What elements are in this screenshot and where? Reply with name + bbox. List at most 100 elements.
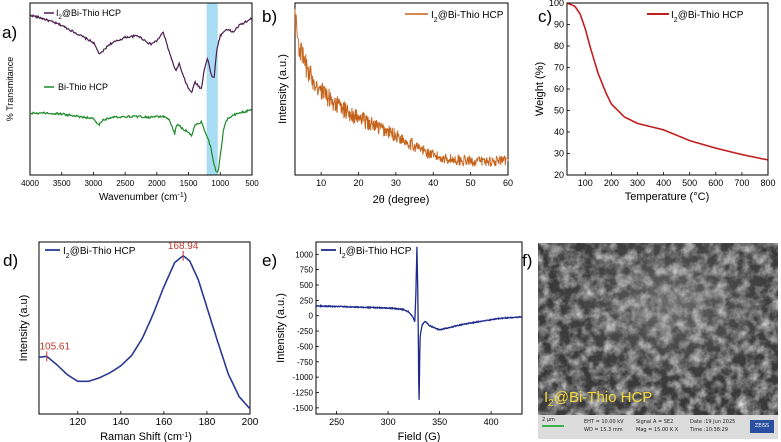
- legend-label-xrd: I2@Bi-Thio HCP: [431, 10, 504, 24]
- peak-label: 168.94: [168, 241, 199, 252]
- plot-frame-a: [29, 2, 253, 176]
- x-tick-label: 1500: [180, 179, 198, 188]
- y-tick-label: 40: [554, 127, 564, 137]
- panel-label-a: a): [2, 23, 17, 42]
- y-tick-label: -1500: [293, 404, 314, 413]
- x-tick-label: 1000: [211, 179, 229, 188]
- y-tick-label: -1250: [293, 389, 314, 398]
- y-axis-label-d: Intensity (a.u): [18, 295, 30, 362]
- y-axis-label-a: % Transmitance: [5, 57, 15, 122]
- x-ticks-d: 120 140 160 180 200: [69, 411, 259, 428]
- y-tick-label: 30: [554, 149, 564, 159]
- x-tick-label: 200: [242, 417, 259, 428]
- y-tick-label: 500: [300, 281, 314, 290]
- x-tick-label: 20: [354, 178, 364, 188]
- x-axis-label-b: 2θ (degree): [373, 194, 430, 206]
- x-tick-label: 180: [199, 417, 216, 428]
- peak-label: 105.61: [39, 341, 70, 352]
- mag-label: Mag = 15.00 K X: [636, 427, 679, 433]
- y-tick-label: 90: [554, 20, 564, 30]
- legend-label-raman: I2@Bi-Thio HCP: [63, 246, 136, 260]
- panel-label-b: b): [262, 7, 277, 26]
- plot-frame-c: [566, 2, 769, 176]
- x-axis-label-e: Field (G): [398, 431, 441, 442]
- y-tick-label: 60: [554, 84, 564, 94]
- x-tick-label: 100: [578, 178, 593, 188]
- x-tick-label: 350: [432, 417, 447, 427]
- y-tick-label: 20: [554, 170, 564, 180]
- scale-bar: [542, 425, 564, 427]
- x-tick-label: 4000: [21, 179, 39, 188]
- x-tick-label: 300: [381, 417, 396, 427]
- x-tick-label: 2000: [148, 179, 166, 188]
- highlight-band: [206, 3, 218, 175]
- y-tick-label: 1000: [295, 250, 313, 259]
- x-tick-label: 40: [428, 178, 438, 188]
- scale-label: 2 μm: [542, 417, 555, 423]
- x-ticks-b: 10 20 30 40 50 60: [316, 172, 513, 188]
- x-tick-label: 60: [503, 178, 513, 188]
- legend-label-iodine: I2@Bi-Thio HCP: [56, 8, 121, 21]
- panel-label-c: c): [538, 7, 552, 26]
- x-tick-label: 500: [682, 178, 697, 188]
- y-tick-label: -250: [297, 327, 314, 336]
- y-tick-label: 50: [554, 106, 564, 116]
- x-axis-label-c: Temperature (°C): [625, 191, 710, 203]
- series-line-xrd: [294, 8, 509, 167]
- x-tick-label: 50: [466, 178, 476, 188]
- x-tick-label: 700: [734, 178, 749, 188]
- panel-label-e: e): [262, 251, 277, 270]
- x-tick-label: 120: [69, 417, 86, 428]
- x-tick-label: 400: [484, 417, 499, 427]
- wd-label: WD = 15.3 mm: [584, 427, 623, 433]
- x-tick-label: 3500: [53, 179, 71, 188]
- x-tick-label: 160: [156, 417, 173, 428]
- x-ticks-a: 4000 3500 3000 2500 2000 1500 1000 500: [21, 172, 259, 188]
- signal-label: Signal A = SE2: [636, 419, 674, 425]
- sem-texture: [538, 243, 778, 415]
- x-tick-label: 400: [656, 178, 671, 188]
- eht-label: EHT = 10.00 kV: [584, 419, 624, 425]
- ticks-c: 100 200 300 400 500 600 700 800 20 30 40 50 60 70 80 90…: [549, 0, 776, 188]
- y-tick-label: 250: [300, 296, 314, 305]
- x-tick-label: 200: [604, 178, 619, 188]
- x-tick-label: 600: [708, 178, 723, 188]
- y-tick-label: 0: [309, 312, 314, 321]
- zeiss-logo: ZEISS: [750, 420, 774, 433]
- series-line-epr: [316, 246, 523, 400]
- y-tick-label: 750: [300, 266, 314, 275]
- x-tick-label: 140: [112, 417, 129, 428]
- series-line-base: [29, 108, 252, 174]
- x-tick-label: 3000: [85, 179, 103, 188]
- time-label: Time :10:38:29: [690, 427, 728, 433]
- plot-frame-d: [38, 241, 251, 415]
- ticks-e: 250 300 350 400 -1500 -1250 -1000 -750 -500 -250 0…: [293, 250, 499, 427]
- x-axis-label-d: Raman Shift (cm-1): [100, 431, 192, 442]
- panel-label-d: d): [3, 251, 18, 270]
- series-line-raman: [38, 254, 251, 410]
- date-label: Date :19 Jun 2025: [690, 419, 736, 425]
- sem-micrograph: I2@Bi-Thio HCP 2 μm EHT = 10.00 kV WD = …: [538, 243, 778, 439]
- y-tick-label: -1000: [293, 373, 314, 382]
- x-tick-label: 800: [760, 178, 775, 188]
- sem-caption: I2@Bi-Thio HCP: [544, 389, 653, 409]
- panel-label-f: f): [522, 251, 532, 270]
- legend-label-base: Bi-Thio HCP: [58, 82, 108, 92]
- legend-label-epr: I2@Bi-Thio HCP: [339, 246, 412, 260]
- x-tick-label: 30: [391, 178, 401, 188]
- series-line-iodine: [29, 13, 252, 94]
- x-tick-label: 250: [329, 417, 344, 427]
- x-tick-label: 500: [245, 179, 259, 188]
- y-tick-label: -500: [297, 342, 314, 351]
- plot-frame-e: [315, 241, 523, 415]
- y-axis-label-b: Intensity (a.u.): [277, 54, 289, 124]
- x-axis-label-a: Wavenumber (cm-1): [99, 192, 187, 204]
- peak-annotations: 105.61 168.94: [39, 241, 199, 362]
- x-tick-label: 300: [630, 178, 645, 188]
- x-tick-label: 2500: [116, 179, 134, 188]
- y-axis-label-c: Weight (%): [534, 62, 546, 116]
- y-tick-label: 70: [554, 63, 564, 73]
- y-tick-label: -750: [297, 358, 314, 367]
- y-tick-label: 80: [554, 41, 564, 51]
